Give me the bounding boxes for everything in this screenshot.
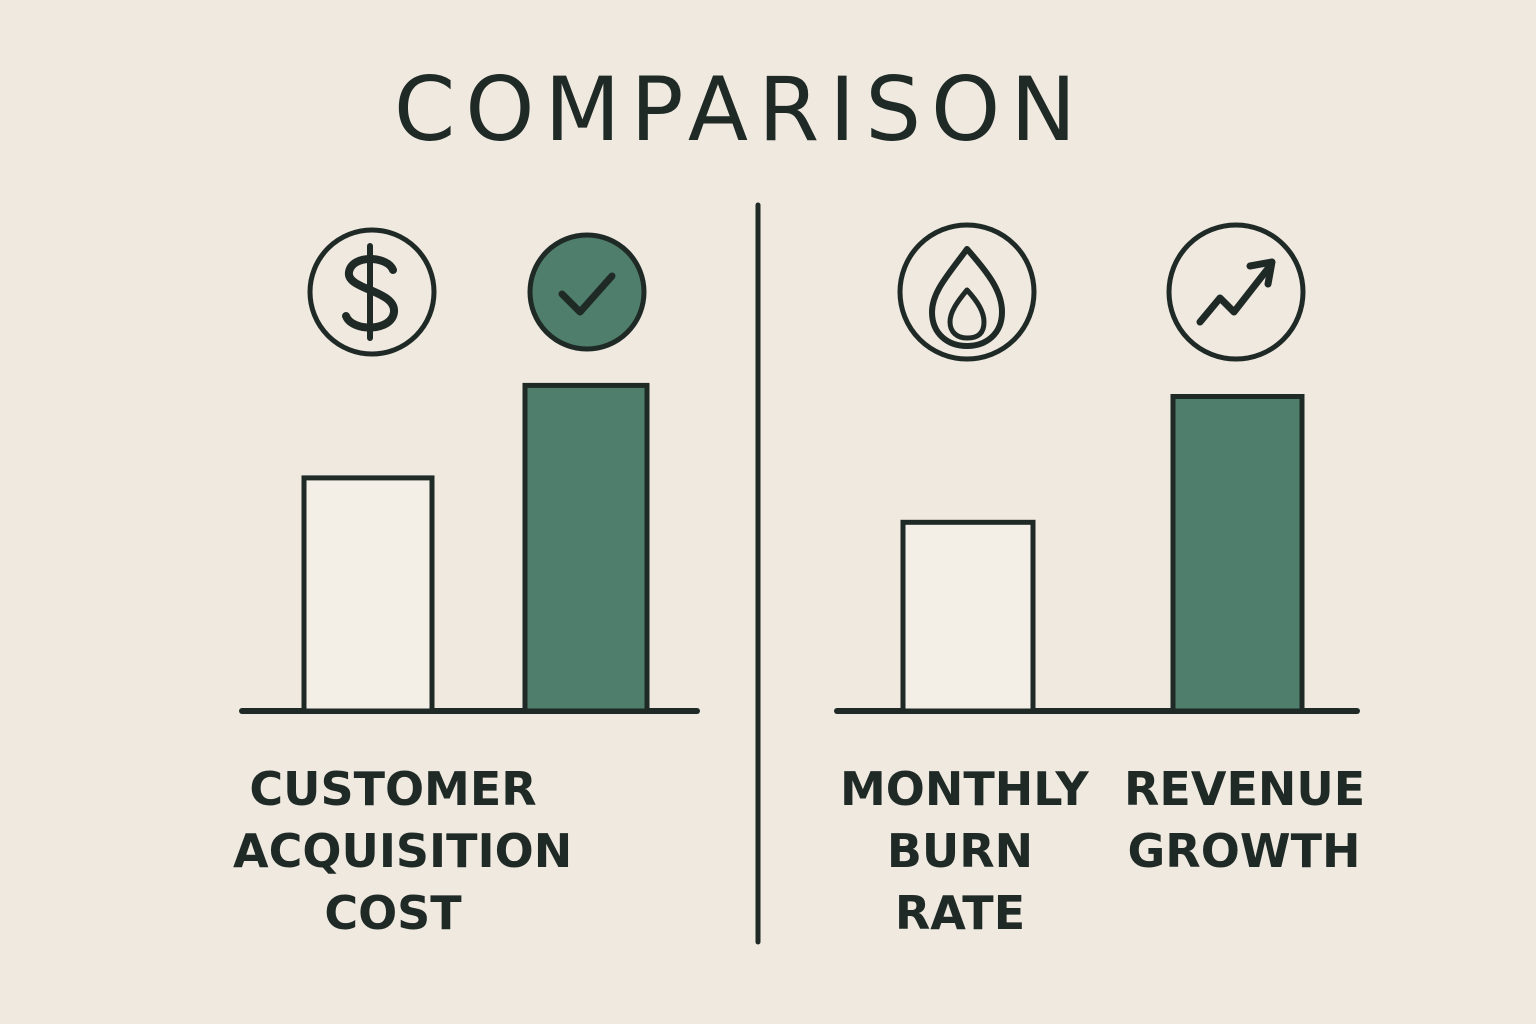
- trend-up-icon: [1166, 222, 1306, 362]
- cac-filled-bar: [522, 382, 650, 714]
- burn-rate-label: MONTHLY BURN RATE: [840, 758, 1089, 944]
- revenue-growth-bar: [1170, 394, 1305, 714]
- burn-label-line-3: RATE: [894, 886, 1026, 940]
- checkmark-circle-icon: [527, 232, 647, 352]
- flame-icon: [897, 222, 1037, 362]
- cac-label-line-2: ACQUISITION: [233, 824, 573, 878]
- diagram-title: COMPARISON: [393, 58, 1087, 161]
- dollar-icon: [307, 227, 437, 357]
- revenue-growth-label: REVENUE GROWTH: [1124, 758, 1366, 882]
- burn-rate-bar: [900, 519, 1036, 714]
- cac-outline-bar: [301, 475, 435, 714]
- growth-label-line-1: REVENUE: [1124, 762, 1366, 816]
- burn-label-line-2: BURN: [886, 824, 1034, 878]
- burn-label-line-1: MONTHLY: [840, 762, 1089, 816]
- cac-label-line-1: CUSTOMER: [249, 762, 537, 816]
- growth-label-line-2: GROWTH: [1127, 824, 1361, 878]
- cac-label-line-3: COST: [324, 886, 462, 940]
- cac-label: CUSTOMER ACQUISITION COST: [233, 758, 573, 944]
